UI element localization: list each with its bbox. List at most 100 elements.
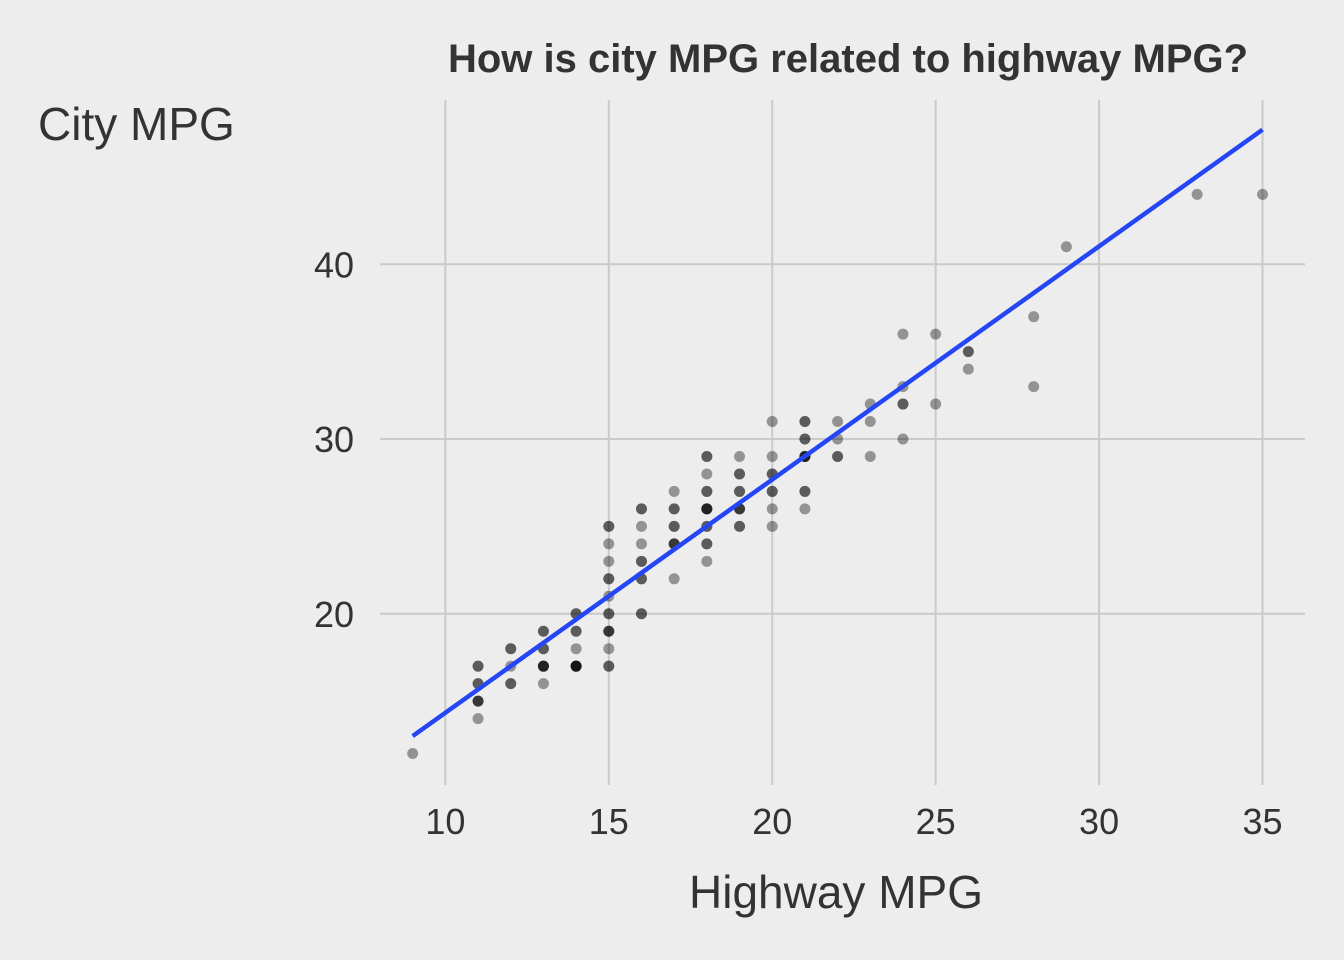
data-point — [668, 573, 680, 585]
data-point — [701, 503, 713, 515]
y-tick-labels: 20 30 40 — [314, 244, 354, 634]
data-point — [1191, 188, 1203, 200]
data-point — [766, 416, 778, 428]
data-point — [701, 555, 713, 567]
data-point — [603, 643, 615, 655]
data-point — [570, 660, 582, 672]
data-point — [766, 503, 778, 515]
data-point — [701, 503, 713, 515]
data-point — [635, 555, 647, 567]
data-point — [734, 450, 746, 462]
data-point — [407, 748, 419, 760]
data-point — [603, 625, 615, 637]
data-point — [930, 398, 942, 410]
data-point — [1028, 381, 1040, 393]
data-point — [766, 485, 778, 497]
data-point — [701, 485, 713, 497]
data-point — [832, 416, 844, 428]
data-point — [897, 398, 909, 410]
data-point — [864, 450, 876, 462]
data-point — [1028, 311, 1040, 323]
data-point — [472, 660, 484, 672]
data-point — [962, 346, 974, 358]
data-point — [701, 485, 713, 497]
data-point — [734, 485, 746, 497]
data-point — [734, 468, 746, 480]
x-tick-label: 20 — [752, 801, 792, 842]
data-point — [570, 660, 582, 672]
data-point — [570, 625, 582, 637]
data-point — [701, 468, 713, 480]
data-point — [668, 520, 680, 532]
data-point — [472, 695, 484, 707]
data-point — [832, 450, 844, 462]
data-point — [766, 450, 778, 462]
data-point — [701, 538, 713, 550]
data-point — [603, 573, 615, 585]
data-point — [537, 625, 549, 637]
data-point — [799, 433, 811, 445]
data-point — [603, 573, 615, 585]
y-tick-label: 40 — [314, 244, 354, 285]
data-point — [603, 608, 615, 620]
y-axis-label: City MPG — [38, 98, 235, 150]
data-point — [897, 328, 909, 340]
data-point — [864, 416, 876, 428]
x-tick-label: 25 — [916, 801, 956, 842]
data-point — [603, 520, 615, 532]
data-point — [799, 485, 811, 497]
data-point — [668, 485, 680, 497]
data-point — [505, 678, 517, 690]
data-point — [472, 713, 484, 725]
data-point — [603, 520, 615, 532]
data-point — [505, 678, 517, 690]
data-point — [734, 485, 746, 497]
data-point — [570, 660, 582, 672]
x-tick-label: 15 — [589, 801, 629, 842]
y-tick-label: 30 — [314, 419, 354, 460]
x-tick-label: 30 — [1079, 801, 1119, 842]
data-point — [799, 503, 811, 515]
data-point — [635, 555, 647, 567]
data-point — [799, 433, 811, 445]
data-point — [472, 695, 484, 707]
data-point — [537, 660, 549, 672]
data-point — [570, 643, 582, 655]
data-point — [603, 660, 615, 672]
data-point — [635, 503, 647, 515]
data-point — [472, 660, 484, 672]
data-points — [407, 188, 1269, 760]
data-point — [472, 695, 484, 707]
data-point — [603, 608, 615, 620]
y-tick-label: 20 — [314, 594, 354, 635]
data-point — [635, 538, 647, 550]
data-point — [766, 485, 778, 497]
data-point — [537, 660, 549, 672]
data-point — [962, 346, 974, 358]
data-point — [766, 520, 778, 532]
data-point — [701, 503, 713, 515]
data-point — [570, 660, 582, 672]
data-point — [570, 660, 582, 672]
data-point — [930, 328, 942, 340]
data-point — [832, 450, 844, 462]
data-point — [897, 433, 909, 445]
data-point — [635, 520, 647, 532]
data-point — [603, 625, 615, 637]
data-point — [505, 643, 517, 655]
fit-line-group — [411, 127, 1264, 738]
data-point — [701, 538, 713, 550]
x-tick-label: 10 — [425, 801, 465, 842]
fit-line — [411, 127, 1264, 738]
data-point — [1060, 241, 1072, 253]
data-point — [668, 520, 680, 532]
data-point — [668, 503, 680, 515]
data-point — [897, 398, 909, 410]
data-point — [799, 416, 811, 428]
data-point — [603, 538, 615, 550]
data-point — [635, 503, 647, 515]
data-point — [635, 608, 647, 620]
data-point — [603, 555, 615, 567]
data-point — [962, 363, 974, 375]
